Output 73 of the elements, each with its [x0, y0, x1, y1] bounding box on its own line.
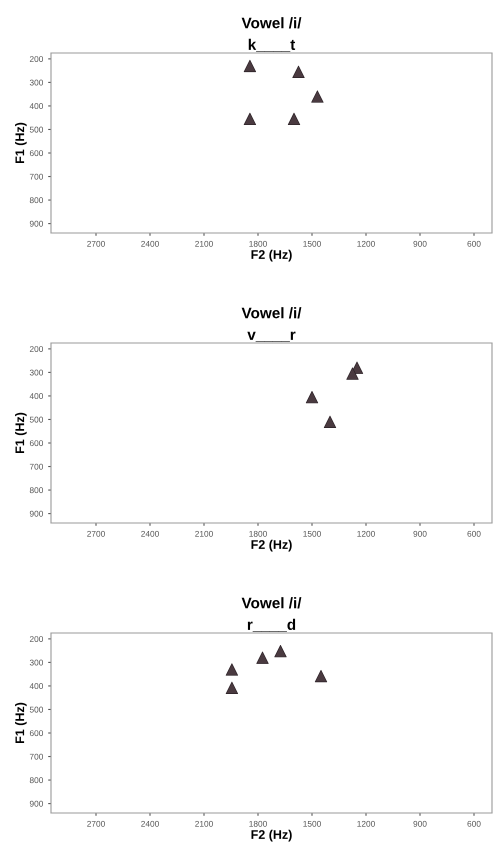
y-tick-label: 500 [30, 126, 44, 133]
y-tick-label: 500 [30, 706, 44, 713]
y-tick-label: 700 [30, 174, 44, 180]
y-tick-label: 400 [30, 683, 44, 690]
y-tick-label: 200 [30, 636, 44, 642]
x-axis-title: F2 (Hz) [252, 830, 292, 842]
y-axis-title: F1 (Hz) [15, 702, 27, 743]
x-axis-title: F2 (Hz) [252, 540, 292, 552]
x-tick-label: 2100 [195, 820, 213, 827]
chart-title: Vowel /i/ [242, 17, 302, 29]
x-tick-label: 1500 [303, 530, 321, 537]
point [226, 663, 238, 676]
x-tick-label: 600 [467, 240, 481, 247]
x-tick-label: 1500 [303, 240, 321, 247]
x-tick-label: 2700 [87, 530, 105, 537]
point [274, 644, 287, 658]
chart-title: Vowel /i/ [242, 597, 302, 609]
y-tick-label: 300 [30, 80, 44, 86]
x-axis-title: F2 (Hz) [252, 250, 292, 262]
y-tick-label: 600 [30, 730, 44, 736]
y-tick-label: 400 [30, 103, 44, 110]
y-tick-label: 700 [30, 464, 44, 470]
point [244, 112, 256, 126]
y-axis-title: F1 (Hz) [15, 412, 27, 453]
chart-subtitle: r____d [248, 618, 296, 632]
chart-subtitle: v____r [247, 332, 296, 342]
x-tick-label: 600 [467, 820, 481, 827]
x-tick-label: 2400 [141, 820, 159, 827]
x-tick-label: 600 [467, 530, 481, 537]
x-tick-label: 2400 [141, 530, 159, 537]
point [292, 66, 305, 78]
point [314, 670, 328, 682]
x-tick-label: 2100 [195, 530, 213, 537]
point [346, 367, 359, 380]
y-axis-title: F1 (Hz) [15, 122, 27, 163]
y-tick-label: 600 [30, 150, 44, 156]
x-tick-label: 1200 [357, 240, 375, 247]
x-tick-label: 900 [413, 240, 427, 247]
x-tick-label: 2700 [87, 240, 105, 247]
chart-subtitle: k____t [248, 38, 296, 52]
y-tick-label: 800 [30, 197, 44, 204]
x-tick-label: 1800 [249, 820, 267, 827]
y-tick-label: 700 [30, 754, 44, 760]
y-tick-label: 800 [30, 777, 44, 784]
x-tick-label: 1500 [303, 820, 321, 827]
y-tick-label: 300 [30, 660, 44, 666]
y-tick-label: 200 [30, 346, 44, 352]
y-tick-label: 900 [30, 220, 44, 227]
y-tick-label: 200 [30, 56, 44, 62]
y-tick-label: 900 [30, 510, 44, 517]
point [244, 60, 256, 72]
point [256, 652, 269, 664]
x-tick-label: 1800 [249, 240, 267, 247]
point [311, 90, 324, 103]
point [288, 112, 300, 126]
y-tick-label: 500 [30, 416, 44, 423]
point [324, 416, 336, 428]
x-tick-label: 1200 [357, 530, 375, 537]
x-tick-label: 2100 [195, 240, 213, 247]
chart-title: Vowel /i/ [242, 307, 302, 319]
x-tick-label: 1200 [357, 820, 375, 827]
y-tick-label: 600 [30, 440, 44, 446]
point [226, 682, 238, 694]
y-tick-label: 400 [30, 393, 44, 400]
y-tick-label: 800 [30, 487, 44, 494]
x-tick-label: 900 [413, 820, 427, 827]
y-tick-label: 300 [30, 370, 44, 376]
point [306, 390, 318, 404]
x-tick-label: 2700 [87, 820, 105, 827]
x-tick-label: 900 [413, 530, 427, 537]
x-tick-label: 2400 [141, 240, 159, 247]
x-tick-label: 1800 [249, 530, 267, 537]
y-tick-label: 900 [30, 800, 44, 807]
